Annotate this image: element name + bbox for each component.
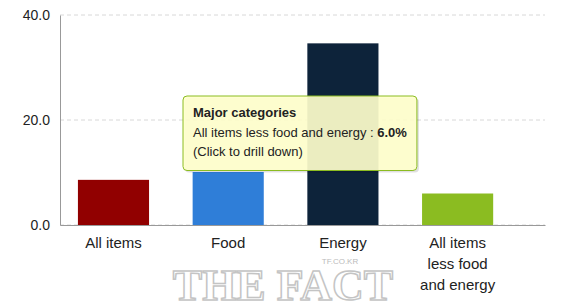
tooltip-line: (Click to drill down): [193, 144, 303, 159]
y-tick-label: 20.0: [23, 112, 50, 128]
bar[interactable]: [78, 180, 149, 225]
y-tick: 0.0: [31, 217, 60, 233]
watermark-text: THE FACT: [173, 261, 393, 305]
y-tick-label: 0.0: [31, 217, 51, 233]
tooltip-line: Major categories: [193, 105, 296, 120]
x-axis-line: [61, 225, 546, 226]
chart: 0.0 20.0 40.0 All items Food Energy All itemsl…: [0, 0, 566, 305]
tooltip-line: All items less food and energy : 6.0%: [193, 125, 407, 140]
x-tick: All items: [85, 225, 142, 251]
x-tick-label: All items: [85, 234, 142, 251]
tooltip: Major categories All items less food and …: [183, 96, 419, 173]
y-axis: 0.0 20.0 40.0: [23, 7, 61, 233]
y-tick: 20.0: [23, 112, 60, 128]
y-tick-label: 40.0: [23, 7, 50, 23]
grid-line: [60, 15, 545, 16]
x-tick-label: Food: [211, 234, 245, 251]
x-tick-label: Energy: [319, 234, 367, 251]
x-tick: Energy: [319, 225, 367, 251]
bar[interactable]: [422, 194, 493, 226]
bars: [78, 43, 493, 225]
bar[interactable]: [193, 172, 264, 225]
watermark-subtext: TF.CO.KR: [322, 257, 359, 266]
grid: [60, 15, 545, 225]
y-tick: 40.0: [23, 7, 60, 23]
x-tick-label: All itemsless foodand energy: [420, 234, 496, 293]
watermark: THE FACTTF.CO.KR: [173, 257, 393, 305]
x-tick: Food: [211, 225, 245, 251]
x-tick: All itemsless foodand energy: [420, 225, 496, 293]
tooltip-box: [183, 96, 417, 171]
y-axis-line: [60, 16, 61, 226]
